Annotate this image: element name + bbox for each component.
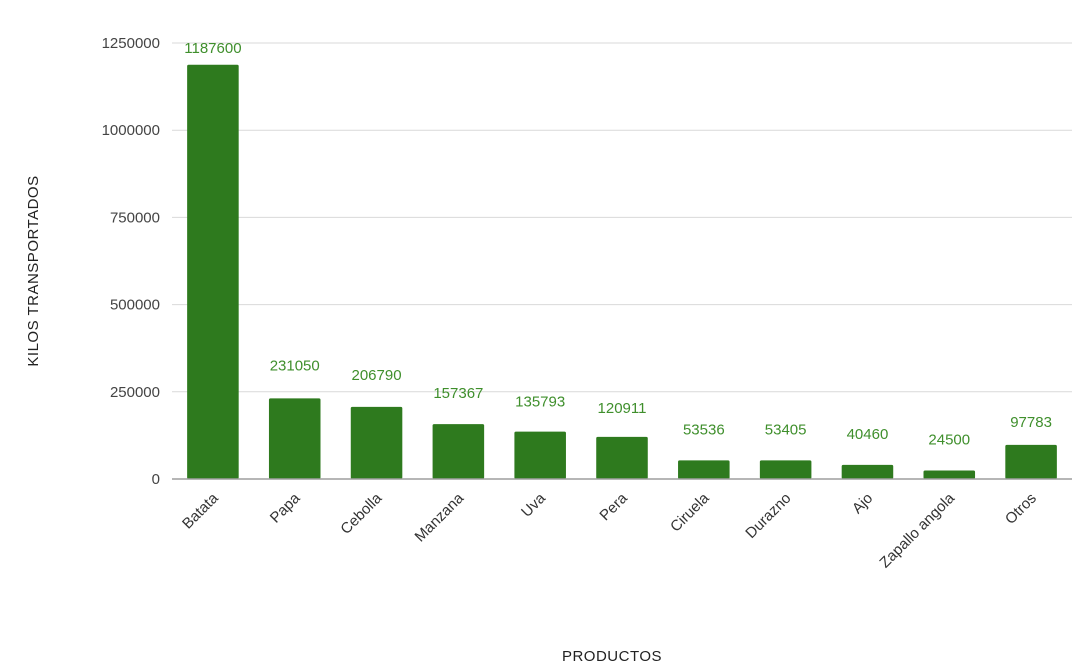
- data-label: 206790: [352, 367, 402, 384]
- bar: [268, 398, 321, 479]
- bar: [432, 424, 485, 479]
- x-axis-ticks: Batata Papa Cebolla Manzana Uva Pera Ciruela Du…: [179, 489, 1040, 571]
- y-tick-label: 500000: [110, 297, 160, 314]
- bar: [187, 64, 239, 479]
- data-label: 24500: [928, 431, 970, 448]
- data-label: 1187600: [184, 40, 241, 57]
- x-tick-label: Ciruela: [667, 489, 713, 535]
- x-tick-label: Manzana: [412, 489, 468, 545]
- data-label: 53536: [683, 421, 725, 438]
- data-label: 157367: [433, 385, 483, 402]
- bar: [350, 406, 403, 479]
- x-tick-label: Ajo: [849, 490, 876, 517]
- y-tick-label: 250000: [110, 384, 160, 401]
- data-label: 97783: [1010, 414, 1052, 431]
- bar: [514, 431, 566, 479]
- bar: [678, 460, 730, 479]
- data-label: 120911: [598, 400, 647, 417]
- x-tick-label: Otros: [1002, 490, 1040, 528]
- y-tick-label: 0: [152, 471, 160, 488]
- y-axis-ticks: 0 250000 500000 750000 1000000 1250000: [102, 35, 160, 488]
- data-label: 231050: [270, 357, 320, 374]
- x-tick-label: Pera: [596, 489, 631, 524]
- data-labels: 1187600 231050 206790 157367 135793 120911 535…: [184, 40, 1052, 449]
- y-axis-title: KILOS TRANSPORTADOS: [25, 175, 42, 366]
- data-label: 53405: [765, 421, 807, 438]
- bar: [1005, 444, 1057, 479]
- bar: [841, 464, 894, 479]
- bar: [923, 470, 976, 479]
- x-tick-label: Papa: [267, 489, 304, 526]
- bars: [187, 64, 1057, 479]
- x-tick-label: Durazno: [742, 490, 794, 542]
- y-tick-label: 1250000: [102, 35, 160, 52]
- bar: [759, 460, 812, 479]
- data-label: 135793: [515, 394, 565, 411]
- x-axis-title: PRODUCTOS: [562, 648, 662, 665]
- y-tick-label: 1000000: [102, 122, 160, 139]
- y-tick-label: 750000: [110, 209, 160, 226]
- x-tick-label: Batata: [179, 489, 222, 532]
- gridlines: [172, 42, 1072, 393]
- x-tick-label: Cebolla: [337, 489, 385, 537]
- bar: [596, 436, 648, 479]
- data-label: 40460: [847, 426, 889, 443]
- x-tick-label: Zapallo angola: [876, 489, 958, 571]
- x-tick-label: Uva: [518, 489, 549, 520]
